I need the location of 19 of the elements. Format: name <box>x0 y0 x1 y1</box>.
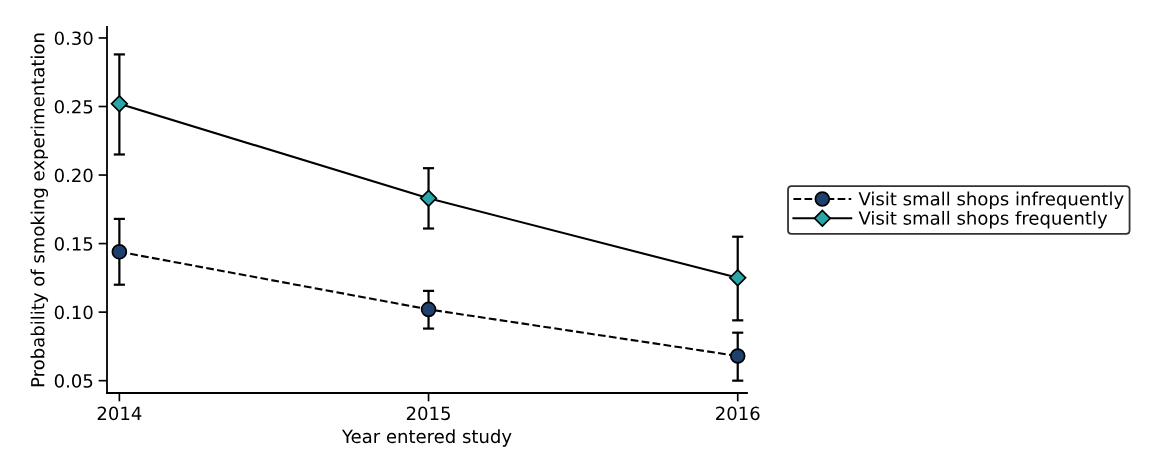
y-tick-label: 0.15 <box>54 237 93 251</box>
y-tick-label: 0.10 <box>54 305 93 320</box>
y-tick-label: 0.20 <box>54 168 93 183</box>
x-tick-label: 2014 <box>97 406 142 421</box>
point <box>729 269 747 287</box>
x-tick-label: 2016 <box>716 406 760 421</box>
x-tick-label: 2015 <box>406 406 450 421</box>
x-axis-title: Year entered study <box>341 429 512 447</box>
y-tick-label: 0.25 <box>54 99 93 114</box>
y-axis-title: Probability of smoking experimentation <box>30 33 49 387</box>
y-tick-label: 0.05 <box>54 374 93 388</box>
y-tick-label: 0.30 <box>54 31 93 46</box>
point <box>111 244 128 260</box>
legend-label: Visit small shops infrequently <box>858 191 1124 210</box>
point <box>420 301 437 318</box>
point <box>729 348 746 364</box>
point <box>419 189 438 208</box>
legend-label: Visit small shops frequently <box>858 210 1108 229</box>
point <box>110 95 129 113</box>
